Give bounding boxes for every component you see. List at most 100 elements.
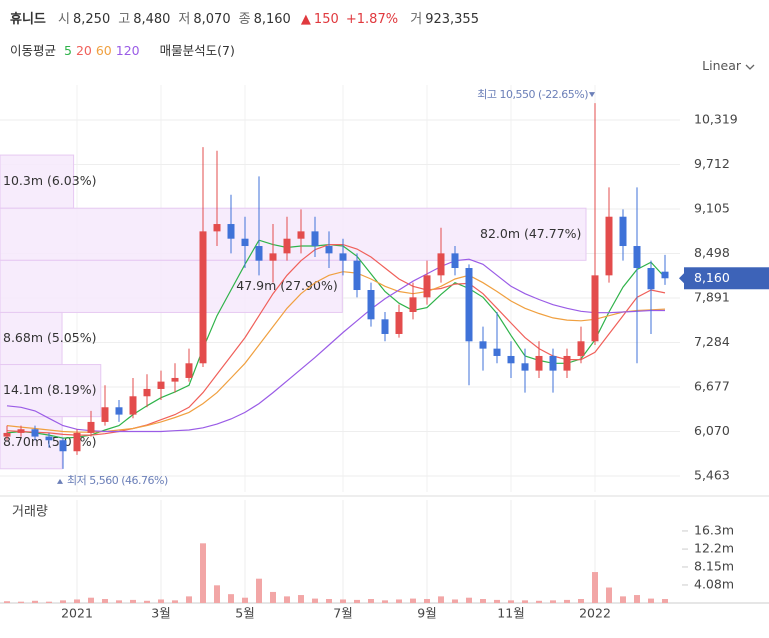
volume-bar	[648, 598, 654, 603]
volume-bar	[606, 587, 612, 603]
scale-dropdown[interactable]: Linear	[702, 58, 755, 73]
candle-body	[115, 407, 123, 415]
stock-name: 휴니드	[10, 12, 46, 27]
y-tick-label: 5,463	[694, 467, 730, 482]
volume-profile-label: 82.0m (47.77%)	[480, 226, 581, 241]
y-tick-label: 6,677	[694, 378, 730, 393]
chevron[interactable]	[745, 63, 755, 71]
moving-average	[6, 239, 666, 439]
moving-average	[6, 258, 665, 433]
moving-average	[6, 244, 666, 436]
price-tag-arrow	[679, 273, 684, 284]
candle-body	[409, 297, 417, 312]
quote-label: 시	[58, 12, 70, 27]
volume-bar	[130, 599, 136, 603]
volume-profile-bar	[0, 154, 75, 209]
x-tick-label: 9월	[417, 606, 436, 621]
candle-body	[45, 436, 53, 441]
volume-bar	[116, 600, 122, 603]
candle-body	[661, 271, 669, 279]
volume-bar	[32, 600, 38, 603]
ma-legend: 5	[64, 43, 72, 58]
volume-bar	[438, 596, 444, 603]
volume-bar	[522, 600, 528, 603]
quote-value: 8,070	[193, 12, 231, 27]
legend: 이동평균 5 20 60 120 매물분석도(7)	[10, 40, 239, 59]
y-tick-label: 9,105	[694, 201, 730, 216]
scale-mode[interactable]: Linear	[702, 58, 742, 73]
volume-bar	[592, 572, 598, 603]
candle-body	[87, 421, 95, 433]
candle-body	[633, 246, 641, 269]
volume-bar	[256, 578, 262, 603]
volume-bar	[410, 598, 416, 603]
x-tick-label: 2021	[61, 606, 93, 621]
ma-label: 이동평균	[10, 43, 57, 58]
candle-body	[31, 429, 39, 437]
candle-body	[17, 429, 25, 433]
quote-header: 휴니드 시 8,250 고 8,480 저 8,070 종 8,160 ▲ 150 +1.87%…	[10, 8, 482, 27]
y-tick-label: 10,319	[694, 112, 738, 127]
candle-body	[157, 381, 165, 389]
volume-bar	[326, 599, 332, 603]
annotation-arrow	[589, 92, 595, 98]
volume-bar	[536, 600, 542, 603]
candle-body	[213, 224, 221, 232]
y2-tick-label: 12.2m	[694, 541, 734, 556]
y-tick-label: 6,070	[694, 423, 730, 438]
price-tag	[684, 267, 769, 290]
candle-body	[479, 341, 487, 349]
volume-profile-label: 14.1m (8.19%)	[3, 382, 96, 397]
low-annotation: 최저 5,560 (46.76%)	[67, 474, 168, 487]
volume-bar	[564, 599, 570, 603]
candle-body	[535, 355, 543, 371]
annotation-arrow	[57, 478, 63, 484]
volume-bar	[340, 599, 346, 603]
volume-bar	[452, 599, 458, 603]
y2-tick-label: 4.08m	[694, 576, 734, 591]
volume-bar	[298, 595, 304, 603]
volume-profile-bar	[0, 364, 102, 418]
y-tick-label: 8,498	[694, 245, 730, 260]
candle-body	[311, 231, 319, 247]
volume-bar	[214, 585, 220, 603]
candle-body	[339, 253, 347, 261]
candle-body	[563, 355, 571, 371]
volume-profile-bar	[0, 311, 63, 366]
change: 150	[313, 12, 339, 27]
candle-body	[395, 311, 403, 334]
volume-bar	[60, 600, 66, 603]
candle-body	[325, 246, 333, 254]
y-tick-label: 7,284	[694, 334, 730, 349]
quote-value: 8,250	[73, 12, 111, 27]
candle-body	[577, 341, 585, 356]
candle-body	[143, 388, 151, 397]
candle-body	[227, 224, 235, 239]
volume-bar	[550, 600, 556, 603]
candle-body	[297, 231, 305, 239]
candle-body	[507, 355, 515, 364]
x-tick-label: 5월	[235, 606, 254, 621]
candle-body	[465, 268, 473, 342]
quote-value: 8,480	[133, 12, 171, 27]
volume-bar	[270, 591, 276, 603]
candle-body	[423, 275, 431, 298]
y2-tick-label: 8.15m	[694, 558, 734, 573]
volume-bar	[242, 597, 248, 603]
candle-body	[619, 216, 627, 247]
volume-bar	[494, 599, 500, 603]
candle-body	[437, 253, 445, 276]
volume-bar	[200, 543, 206, 603]
price-tag-label: 8,160	[694, 270, 730, 285]
ma-legend: 20	[75, 43, 92, 58]
candle-body	[199, 231, 207, 364]
volume-bar	[18, 601, 24, 603]
candle-body	[101, 407, 109, 422]
volume-bar	[368, 599, 374, 603]
volume-bar	[578, 599, 584, 603]
candle-body	[59, 440, 67, 452]
quote-values: 시 8,250 고 8,480 저 8,070 종 8,160	[53, 12, 294, 27]
x-tick-label: 7월	[333, 606, 352, 621]
